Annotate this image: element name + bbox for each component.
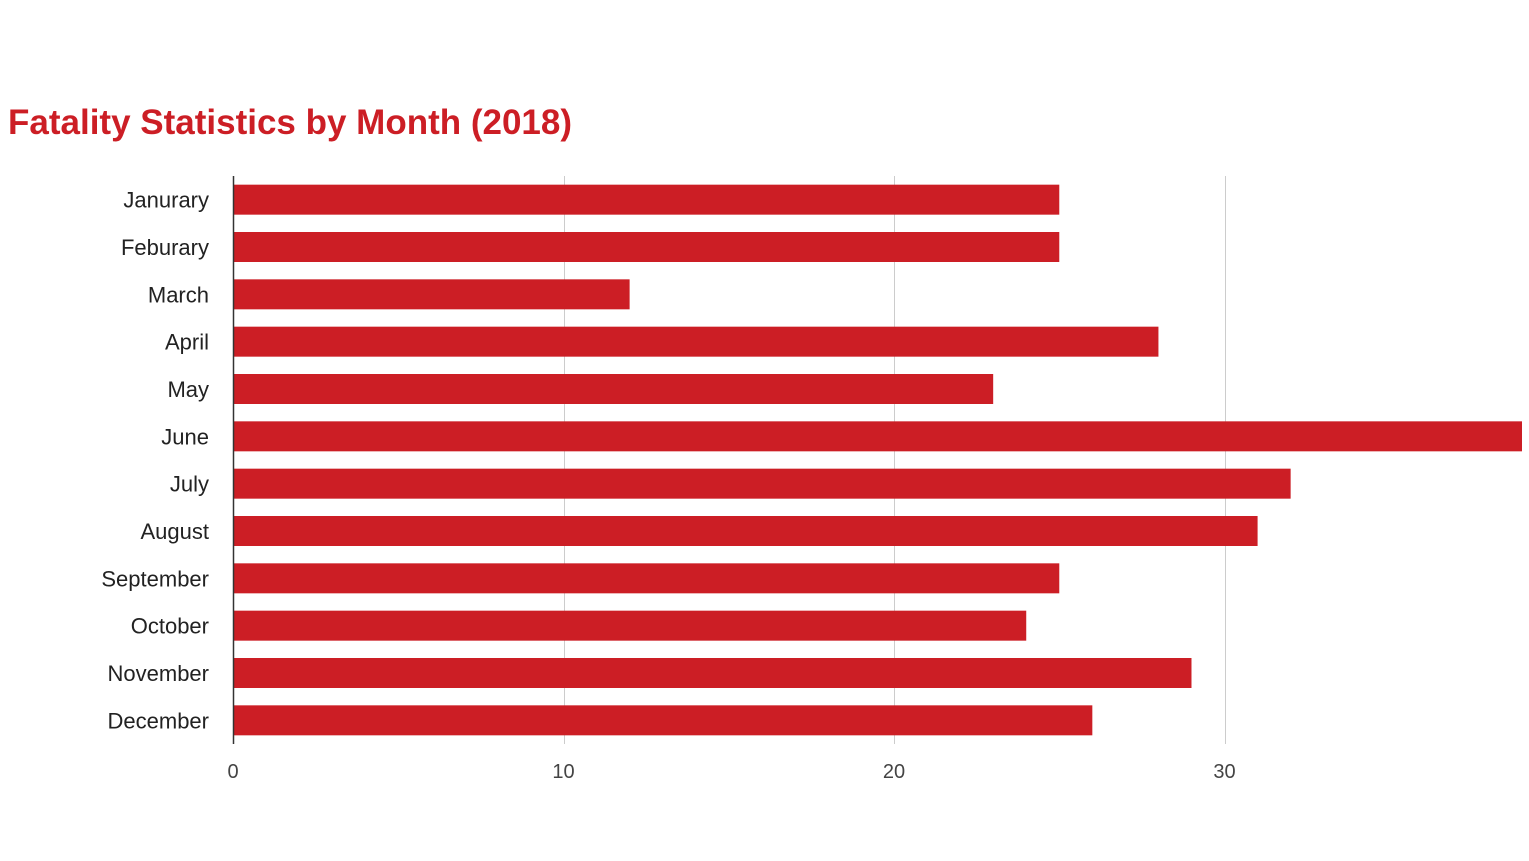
category-label-november: November (108, 661, 209, 686)
bar-october (233, 610, 1027, 641)
bar-march (233, 279, 630, 310)
bar-november (233, 658, 1192, 688)
bar-december (233, 705, 1093, 736)
category-label-september: September (101, 566, 209, 591)
category-label-feburary: Feburary (121, 235, 209, 260)
x-tick-label-30: 30 (1213, 761, 1235, 783)
x-tick-label-10: 10 (552, 761, 574, 783)
category-label-march: March (148, 282, 209, 307)
category-label-december: December (108, 708, 209, 733)
category-label-june: June (161, 424, 209, 449)
gridlines (564, 176, 1226, 744)
category-label-october: October (131, 614, 209, 639)
bar-july (233, 468, 1291, 499)
category-label-july: July (170, 472, 209, 497)
x-tick-label-20: 20 (883, 761, 905, 783)
category-label-april: April (165, 330, 209, 355)
bar-may (233, 374, 994, 404)
bars (233, 184, 1522, 736)
bar-april (233, 326, 1159, 357)
bar-september (233, 563, 1060, 594)
x-tick-labels: 0 10 20 30 (227, 761, 1235, 783)
x-tick-label-0: 0 (227, 761, 238, 783)
category-labels: Janurary Feburary March April May June July Aug… (101, 188, 209, 734)
category-label-august: August (141, 519, 210, 544)
chart-title: Fatality Statistics by Month (2018) (8, 103, 573, 142)
bar-janurary (233, 184, 1060, 215)
bar-june (233, 421, 1522, 452)
category-label-janurary: Janurary (123, 188, 209, 213)
bar-feburary (233, 232, 1060, 262)
bar-august (233, 516, 1258, 546)
category-label-may: May (167, 377, 209, 402)
